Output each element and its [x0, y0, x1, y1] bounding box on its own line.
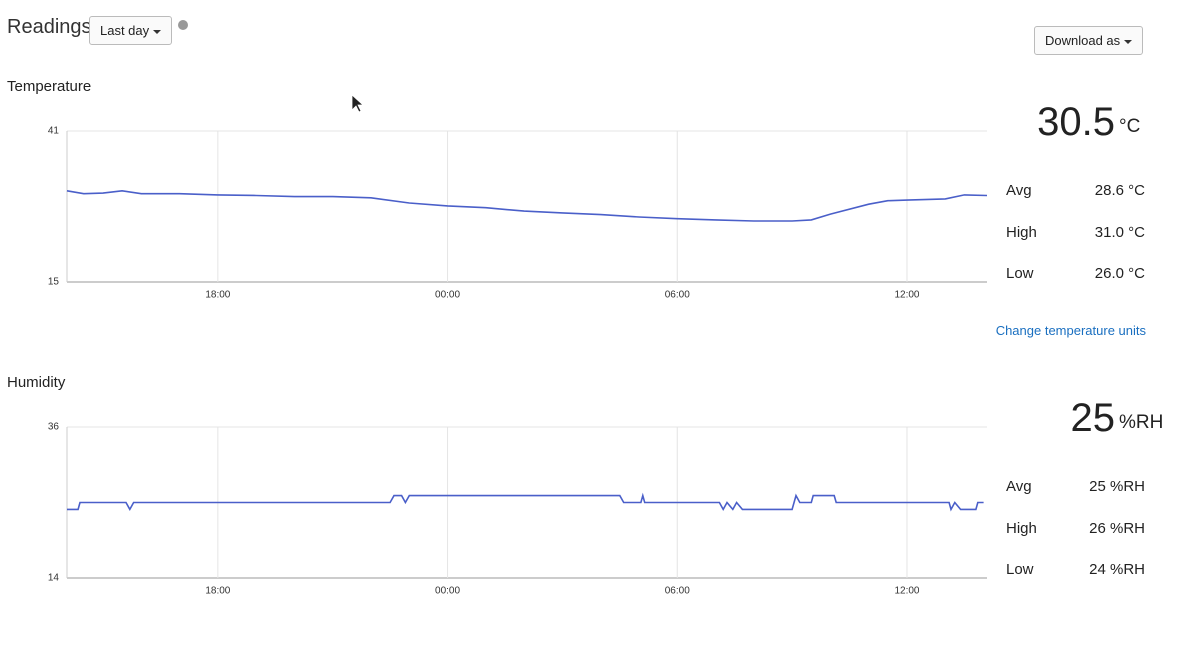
y-tick-label: 36 — [48, 422, 60, 433]
stat-label: Avg — [1006, 478, 1032, 495]
stat-label: High — [1006, 223, 1037, 241]
info-icon[interactable] — [178, 20, 188, 30]
stat-label: High — [1006, 519, 1037, 537]
stat-value: 24 %RH — [1089, 561, 1145, 578]
range-button[interactable]: Last day — [89, 16, 173, 45]
caret — [153, 29, 162, 34]
data-line — [67, 492, 984, 512]
x-tick-label: 18:00 — [205, 290, 230, 301]
x-tick-label: 00:00 — [435, 290, 460, 301]
stat-value: 28.6 °C — [1094, 182, 1145, 199]
y-tick-label: 15 — [48, 277, 60, 288]
x-tick-label: 12:00 — [894, 586, 919, 597]
x-tick-label: 06:00 — [665, 290, 690, 301]
x-tick-label: 18:00 — [205, 586, 230, 597]
chart-title: Temperature — [7, 78, 92, 95]
current-value: 25 — [1070, 396, 1116, 440]
stat-value: 25 %RH — [1089, 478, 1145, 495]
chart-title: Humidity — [7, 374, 66, 391]
stat-label: Low — [1006, 561, 1034, 578]
x-tick-label: 06:00 — [665, 586, 690, 597]
caret — [1124, 39, 1133, 44]
cursor — [351, 94, 365, 113]
x-tick-label: 12:00 — [894, 290, 919, 301]
stat-label: Low — [1006, 265, 1034, 282]
stat-label: Avg — [1006, 182, 1032, 199]
data-line — [66, 189, 988, 222]
range-label: Last day — [100, 23, 150, 38]
y-tick-label: 41 — [48, 126, 60, 137]
stat-value: 26 %RH — [1089, 519, 1145, 537]
page-title: Readings — [7, 16, 92, 38]
current-unit: %RH — [1119, 412, 1164, 433]
current-unit: °C — [1119, 116, 1141, 137]
download-button[interactable]: Download as — [1034, 26, 1144, 55]
y-tick-label: 14 — [48, 573, 60, 584]
units-link[interactable]: Change temperature units — [995, 323, 1146, 338]
stat-value: 31.0 °C — [1094, 223, 1145, 241]
current-value: 30.5 — [1037, 100, 1115, 144]
x-tick-label: 00:00 — [435, 586, 460, 597]
stat-value: 26.0 °C — [1094, 265, 1145, 282]
download-label: Download as — [1045, 33, 1121, 48]
